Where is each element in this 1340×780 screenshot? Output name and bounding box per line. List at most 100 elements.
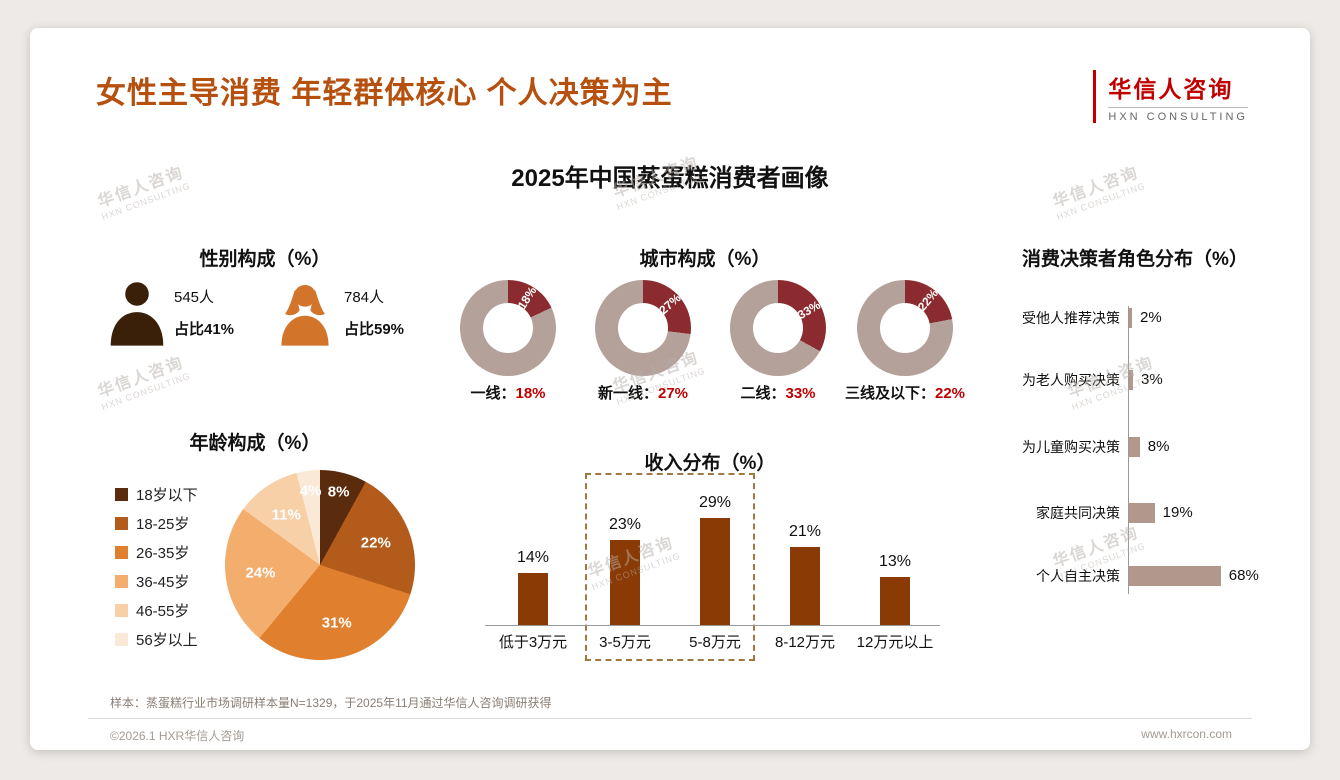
legend-swatch [115,633,128,646]
slide-card: 女性主导消费 年轻群体核心 个人决策为主 华信人咨询 HXN CONSULTIN… [30,28,1310,750]
income-category-label: 3-5万元 [599,634,651,651]
watermark: 华信人咨询 HXN CONSULTING [92,348,192,412]
pie-slice-label: 22% [360,534,391,552]
legend-label: 26-35岁 [136,545,190,562]
income-bar-value: 29% [698,493,732,511]
legend-label: 46-55岁 [136,603,190,620]
income-bar [518,573,548,625]
page-title: 女性主导消费 年轻群体核心 个人决策为主 [96,77,673,110]
footer-divider [88,718,1252,719]
income-category-label: 5-8万元 [689,634,741,651]
income-bar [610,539,640,625]
decision-bar-value: 2% [1140,309,1162,326]
pie-slice-label: 24% [245,564,276,582]
brand-logo-en: HXN CONSULTING [1108,107,1248,123]
income-section-title: 收入分布（%） [644,453,776,474]
income-bar [880,576,910,625]
decision-bar-value: 3% [1141,371,1163,388]
footer-url: www.hxrcon.com [1141,727,1232,741]
donut-city-new-tier1: 27% [595,280,691,376]
brand-logo: 华信人咨询 HXN CONSULTING [1093,70,1248,123]
donut-caption-label: 一线： [470,385,516,402]
age-legend-item: 18-25岁 [115,509,198,538]
income-category-label: 8-12万元 [774,634,836,651]
donut-caption: 三线及以下：22% [830,382,980,403]
donut-city-tier1: 18% [460,280,556,376]
income-axis-line [485,625,940,626]
footer-copyright: ©2026.1 HXR华信人咨询 [110,729,245,743]
decision-hbar-chart: 受他人推荐决策 2% 为老人购买决策 3% 为儿童购买决策 8% 家庭共同决策 19% 个人自主… [965,300,1305,600]
age-section-title: 年龄构成（%） [189,433,321,454]
donut-slice-label: 18% [514,283,540,312]
age-legend-item: 26-35岁 [115,538,198,567]
donut-caption-label: 新一线： [597,385,658,402]
watermark-en: HXN CONSULTING [100,370,192,413]
legend-swatch [115,546,128,559]
decision-section-title: 消费决策者角色分布（%） [1022,249,1248,270]
donut-caption: 新一线：27% [568,382,718,403]
age-legend-item: 56岁以上 [115,625,198,654]
chart-main-title: 2025年中国蒸蛋糕消费者画像 [511,165,829,192]
legend-label: 18-25岁 [136,516,190,533]
income-bar-value: 13% [878,552,912,570]
donut-caption-value: 18% [515,385,546,402]
legend-label: 56岁以上 [136,632,198,649]
sample-footnote: 样本：蒸蛋糕行业市场调研样本量N=1329，于2025年11月通过华信人咨询调研… [110,696,552,710]
donut-caption: 二线：33% [703,382,853,403]
donut-caption: 一线：18% [433,382,583,403]
decision-bar-value: 8% [1147,438,1170,455]
legend-label: 36-45岁 [136,574,190,591]
donut-caption-value: 27% [657,385,689,402]
male-icon [108,278,166,348]
decision-bar [1129,566,1221,586]
legend-swatch [115,604,128,617]
age-legend-item: 36-45岁 [115,567,198,596]
decision-category-label: 受他人推荐决策 [1022,310,1120,326]
income-bar [700,517,730,625]
decision-bar [1129,437,1140,457]
male-count: 545人 [174,289,215,306]
legend-swatch [115,488,128,501]
brand-logo-cn: 华信人咨询 [1108,76,1234,102]
legend-swatch [115,575,128,588]
donut-caption-label: 三线及以下： [844,385,935,402]
decision-bar [1129,370,1134,390]
decision-category-label: 为老人购买决策 [1022,372,1120,388]
income-category-label: 低于3万元 [498,634,568,651]
donut-city-tier3: 22% [857,280,953,376]
city-section-title: 城市构成（%） [639,249,771,270]
income-bar-chart: 14% 低于3万元 23% 3-5万元 29% 5-8万元 21% 8-12万元 13% 12万元… [485,468,965,668]
age-legend-item: 18岁以下 [115,480,198,509]
donut-slice-label: 27% [656,290,684,318]
female-share: 占比59% [344,321,405,338]
decision-bar [1129,503,1155,523]
male-share: 占比41% [174,321,235,338]
income-category-label: 12万元以上 [856,634,934,651]
female-icon [276,278,334,348]
legend-swatch [115,517,128,530]
decision-category-label: 为儿童购买决策 [1022,439,1120,455]
pie-slice-label: 31% [321,614,352,632]
legend-label: 18岁以下 [136,487,198,504]
decision-category-label: 个人自主决策 [1036,568,1120,584]
age-legend: 18岁以下 18-25岁 26-35岁 36-45岁 46-55岁 56岁以上 [115,480,198,654]
income-bar-value: 14% [516,549,550,567]
pie-slice-label: 11% [271,506,301,524]
pie-slice-label: 4% [299,482,322,500]
decision-bar-value: 19% [1162,504,1193,521]
decision-axis-line [1128,306,1129,594]
decision-bar [1129,308,1132,328]
income-bar [790,547,820,625]
donut-caption-value: 22% [934,385,966,402]
decision-category-label: 家庭共同决策 [1036,505,1120,521]
donut-slice-label: 22% [914,286,941,314]
donut-caption-value: 33% [785,385,816,402]
watermark-cn: 华信人咨询 [95,354,187,402]
income-bar-value: 21% [788,523,822,541]
age-pie-chart: 8% 22% 31% 24% 11% 4% [225,470,415,660]
donut-slice-label: 33% [795,297,823,322]
income-highlight-box [585,473,755,661]
donut-caption-label: 二线： [740,385,786,402]
decision-bar-value: 68% [1228,567,1259,584]
donut-city-tier2: 33% [730,280,826,376]
